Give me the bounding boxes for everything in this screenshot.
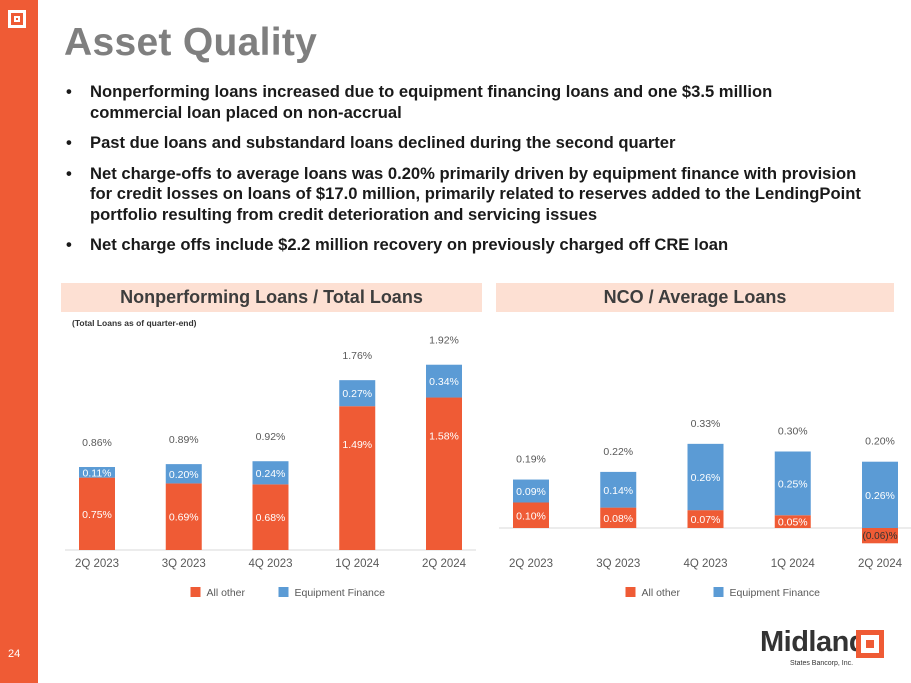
data-label-all-other: 1.58%: [429, 431, 459, 443]
data-label-total: 1.92%: [429, 335, 459, 347]
brand-square-icon: [8, 10, 26, 28]
data-label-equipment-finance: 0.20%: [169, 469, 199, 481]
data-label-total: 0.86%: [82, 437, 112, 449]
bullet-text: Past due loans and substandard loans dec…: [90, 133, 676, 152]
bar-all-other: [600, 507, 637, 528]
bullet-icon: •: [66, 82, 72, 101]
x-tick-label: 3Q 2023: [596, 558, 640, 570]
bullet-item: • Past due loans and substandard loans de…: [66, 133, 866, 154]
midland-logo: Midland States Bancorp, Inc.: [760, 626, 890, 671]
nco-chart-header: NCO / Average Loans: [496, 283, 894, 312]
x-tick-label: 2Q 2024: [858, 558, 903, 570]
bullet-text: Net charge-offs to average loans was 0.2…: [90, 163, 861, 224]
logo-square-icon: [856, 630, 884, 658]
legend-swatch-equipment-finance: [713, 587, 724, 597]
x-tick-label: 1Q 2024: [335, 558, 380, 570]
data-label-total: 0.30%: [778, 426, 808, 438]
data-label-equipment-finance: 0.24%: [256, 468, 286, 480]
x-tick-label: 4Q 2023: [248, 558, 292, 570]
brand-square-inner: [14, 16, 20, 22]
data-label-all-other: 1.49%: [342, 439, 372, 451]
x-tick-label: 2Q 2023: [75, 558, 119, 570]
left-accent-bar: 24: [0, 0, 38, 683]
bar-equipment-finance: [600, 471, 637, 508]
data-label-equipment-finance: 0.26%: [865, 490, 895, 502]
data-label-total: 0.89%: [169, 434, 199, 446]
data-label-total: 1.76%: [342, 350, 372, 362]
x-tick-label: 2Q 2024: [422, 558, 467, 570]
data-label-all-other: 0.05%: [778, 517, 808, 529]
bar-all-other: [426, 397, 462, 550]
data-label-total: 0.22%: [603, 446, 633, 458]
bar-all-other: [79, 477, 115, 550]
data-label-all-other: 0.10%: [516, 510, 546, 522]
data-label-equipment-finance: 0.14%: [603, 485, 633, 497]
bar-equipment-finance: [774, 451, 811, 516]
bar-all-other: [513, 502, 549, 528]
npl-chart-header: Nonperforming Loans / Total Loans: [61, 283, 482, 312]
bar-equipment-finance: [687, 443, 724, 511]
data-label-all-other: 0.07%: [691, 514, 721, 526]
bar-equipment-finance: [165, 464, 202, 484]
x-tick-label: 4Q 2023: [683, 558, 727, 570]
bar-equipment-finance: [252, 461, 289, 485]
bar-all-other: [862, 528, 898, 544]
slide-title: Asset Quality: [64, 21, 318, 64]
data-label-total: 0.92%: [256, 431, 286, 443]
bar-all-other: [687, 510, 724, 528]
bar-equipment-finance: [339, 380, 376, 407]
data-label-equipment-finance: 0.25%: [778, 478, 808, 490]
bullet-icon: •: [66, 163, 72, 183]
npl-chart-note: (Total Loans as of quarter-end): [72, 318, 197, 328]
bar-all-other: [339, 406, 376, 550]
bullet-item: • Net charge-offs to average loans was 0.…: [66, 164, 866, 226]
logo-square-core: [866, 640, 874, 648]
data-label-equipment-finance: 0.27%: [342, 388, 372, 400]
x-tick-label: 3Q 2023: [162, 558, 206, 570]
logo-wordmark: Midland: [760, 626, 867, 658]
bullet-text: Nonperforming loans increased due to equ…: [90, 82, 773, 122]
bar-all-other: [252, 484, 289, 550]
x-tick-label: 2Q 2023: [509, 558, 553, 570]
data-label-total: 0.20%: [865, 436, 895, 448]
bar-all-other: [165, 483, 202, 550]
bullet-list: • Nonperforming loans increased due to eq…: [66, 82, 866, 266]
data-label-equipment-finance: 0.26%: [691, 472, 721, 484]
data-label-all-other: 0.69%: [169, 512, 199, 524]
bar-equipment-finance: [79, 467, 115, 478]
legend-swatch-all-other: [190, 587, 201, 597]
bar-equipment-finance: [862, 461, 898, 528]
legend-label-all-other: All other: [207, 587, 246, 599]
legend-label-equipment-finance: Equipment Finance: [730, 587, 821, 599]
bullet-item: • Nonperforming loans increased due to eq…: [66, 82, 866, 123]
legend-label-equipment-finance: Equipment Finance: [295, 587, 386, 599]
legend-swatch-all-other: [625, 587, 636, 597]
bullet-item: • Net charge offs include $2.2 million re…: [66, 235, 866, 256]
x-tick-label: 1Q 2024: [771, 558, 816, 570]
data-label-all-other: 0.68%: [256, 512, 286, 524]
legend-label-all-other: All other: [642, 587, 681, 599]
bar-all-other: [774, 515, 811, 528]
data-label-equipment-finance: 0.11%: [83, 467, 112, 479]
bullet-icon: •: [66, 235, 72, 254]
data-label-all-other: (0.06)%: [862, 531, 897, 542]
page-number: 24: [8, 648, 21, 660]
logo-square-inner: [861, 635, 879, 653]
bullet-icon: •: [66, 133, 72, 152]
data-label-equipment-finance: 0.34%: [429, 376, 459, 388]
bar-equipment-finance: [426, 364, 462, 398]
data-label-total: 0.33%: [691, 418, 721, 430]
bar-equipment-finance: [513, 479, 549, 503]
data-label-all-other: 0.75%: [82, 509, 112, 521]
data-label-all-other: 0.08%: [603, 513, 633, 525]
bullet-text: Net charge offs include $2.2 million rec…: [90, 235, 729, 254]
legend-swatch-equipment-finance: [278, 587, 289, 597]
data-label-equipment-finance: 0.09%: [516, 486, 546, 498]
data-label-total: 0.19%: [516, 454, 546, 466]
logo-subtitle: States Bancorp, Inc.: [790, 660, 854, 667]
